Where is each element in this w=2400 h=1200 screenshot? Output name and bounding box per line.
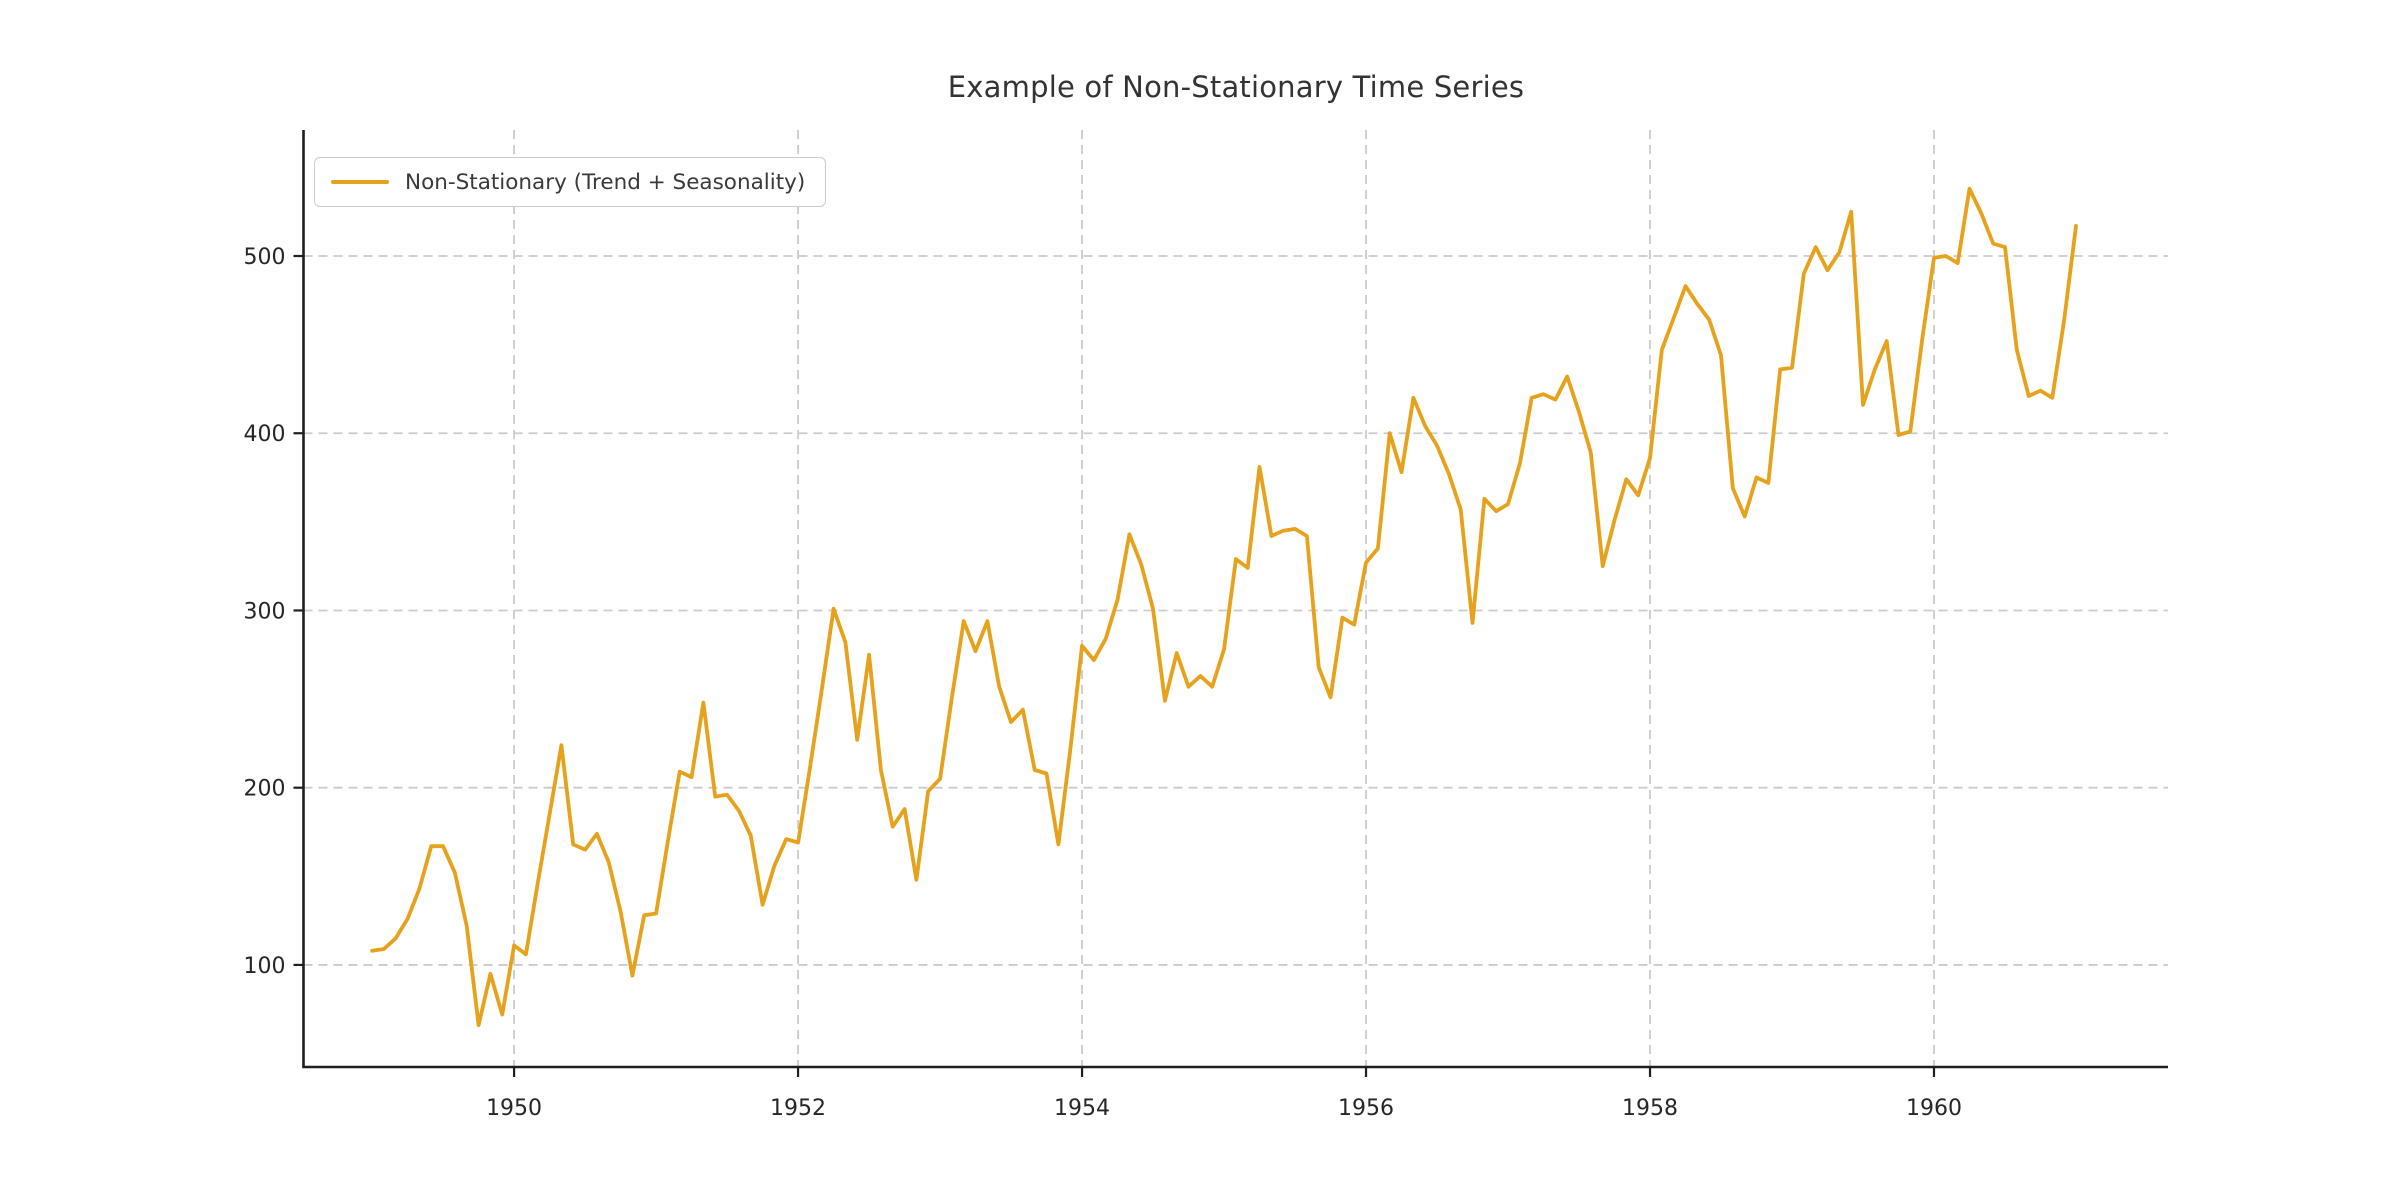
y-tick-label: 300 bbox=[244, 599, 286, 624]
x-tick-label: 1958 bbox=[1622, 1096, 1678, 1121]
gridlines bbox=[303, 130, 2168, 1067]
x-tick-label: 1952 bbox=[770, 1096, 826, 1121]
chart-title: Example of Non-Stationary Time Series bbox=[947, 70, 1525, 104]
axis-tick-labels: 1950 1952 1954 1956 1958 1960 100 200 300 400 500 bbox=[244, 245, 1962, 1121]
x-tick-label: 1950 bbox=[486, 1096, 542, 1121]
y-tick-label: 100 bbox=[244, 954, 286, 979]
x-tick-label: 1954 bbox=[1054, 1096, 1110, 1121]
legend: Non-Stationary (Trend + Seasonality) bbox=[314, 157, 827, 207]
axis-ticks bbox=[293, 254, 1936, 1077]
y-tick-label: 200 bbox=[244, 777, 286, 802]
y-tick-label: 500 bbox=[244, 245, 286, 270]
series-line bbox=[370, 186, 2078, 1028]
legend-line-sample bbox=[331, 180, 389, 184]
legend-label: Non-Stationary (Trend + Seasonality) bbox=[405, 169, 806, 195]
axes-spines bbox=[302, 130, 2168, 1069]
y-tick-label: 400 bbox=[244, 422, 286, 447]
x-tick-label: 1956 bbox=[1338, 1096, 1394, 1121]
x-tick-label: 1960 bbox=[1906, 1096, 1962, 1121]
non-stationary-series-line bbox=[370, 186, 2078, 1028]
